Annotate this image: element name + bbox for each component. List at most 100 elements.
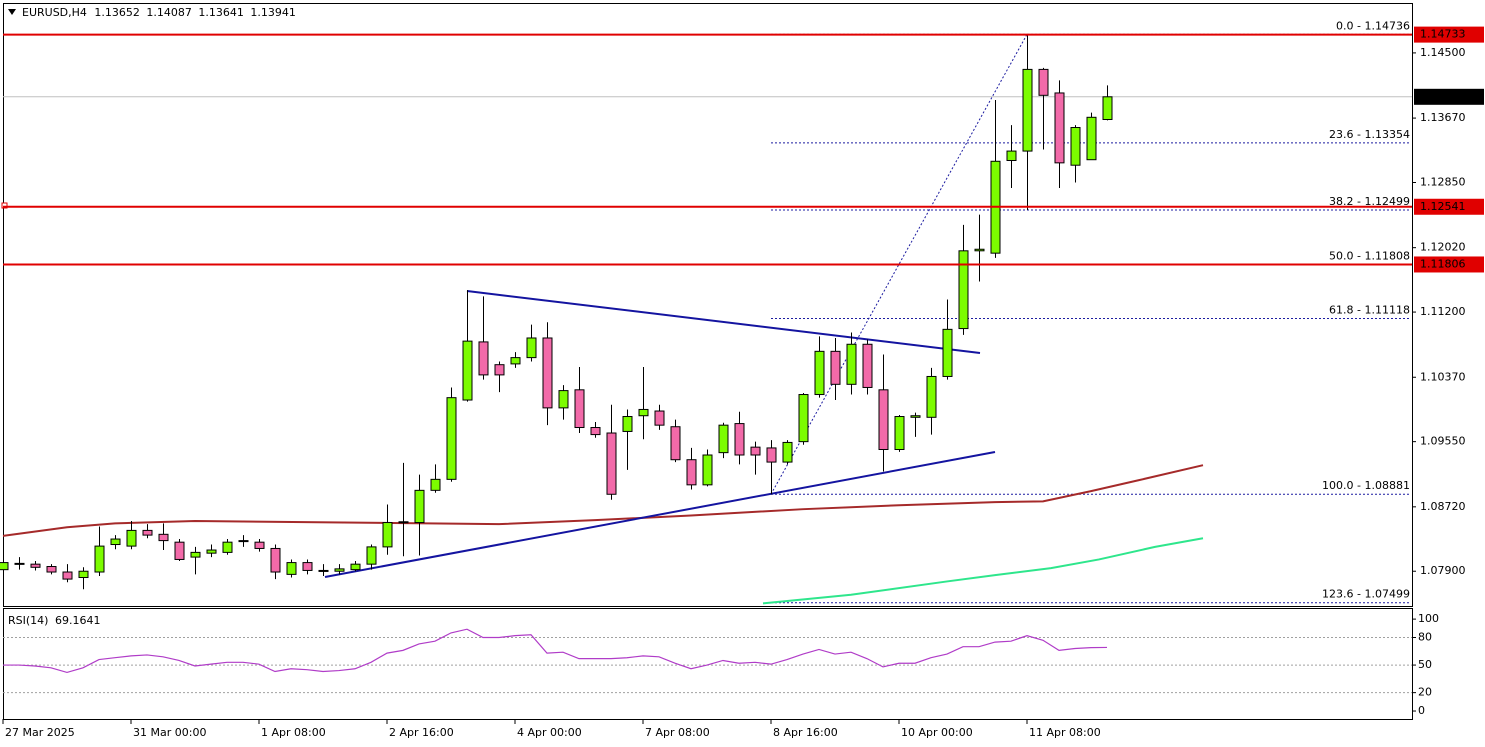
- close-value: 1.13941: [250, 6, 296, 19]
- candle-body: [750, 446, 761, 456]
- trendline-lower: [324, 451, 996, 578]
- candle-body: [174, 541, 185, 560]
- candle-body: [1006, 150, 1017, 161]
- fib-label: 100.0 - 1.08881: [1322, 479, 1410, 492]
- candle-body: [1022, 68, 1033, 152]
- main-pane-border: [3, 3, 1413, 607]
- candle-body: [478, 341, 489, 376]
- rsi-name: RSI(14): [8, 614, 48, 627]
- candle-body: [94, 545, 105, 573]
- candle-body: [558, 390, 569, 409]
- fib-label: 23.6 - 1.13354: [1329, 128, 1410, 141]
- fib-label: 61.8 - 1.11118: [1329, 304, 1410, 317]
- low-value: 1.13641: [198, 6, 244, 19]
- y-tick-label: 1.12020: [1420, 241, 1466, 254]
- candle-body: [158, 533, 169, 542]
- candle-body: [62, 571, 73, 580]
- candle-body: [270, 547, 281, 573]
- y-tick-label: 1.14500: [1420, 46, 1466, 59]
- x-tick-label: 4 Apr 00:00: [517, 726, 582, 739]
- candle-body: [526, 337, 537, 359]
- candle-body: [510, 357, 521, 365]
- line-handle: [1, 202, 8, 209]
- candle-body: [670, 426, 681, 461]
- candle-body: [846, 343, 857, 385]
- rsi-title: RSI(14) 69.1641: [8, 614, 100, 627]
- price-line-label: 1.11806: [1420, 257, 1466, 270]
- candle-body: [734, 423, 745, 456]
- y-tick-label: 1.09550: [1420, 435, 1466, 448]
- rsi-value: 69.1641: [55, 614, 101, 627]
- y-tick-label: 80: [1418, 630, 1432, 643]
- drawing-layer: 0.0 - 1.14736 23.6 - 1.13354 38.2 - 1.1249…: [2, 19, 1412, 605]
- candle-body: [142, 529, 153, 536]
- candle-body: [798, 394, 809, 443]
- price-line-label: 1.12541: [1420, 200, 1466, 213]
- x-tick-label: 31 Mar 00:00: [133, 726, 206, 739]
- candle-body: [574, 389, 585, 429]
- price-line-label: 1.14733: [1420, 28, 1466, 41]
- candle-body: [718, 424, 729, 454]
- candle-body: [606, 432, 617, 495]
- frame: [3, 3, 1413, 720]
- candle-body: [622, 416, 633, 432]
- y-tick-label: 100: [1418, 612, 1439, 625]
- candle-body: [638, 408, 649, 417]
- candle-body: [414, 489, 425, 524]
- candle-body: [654, 410, 665, 426]
- y-tick-label: 50: [1418, 658, 1432, 671]
- candle-body: [286, 562, 297, 575]
- candle-body: [398, 521, 409, 524]
- x-tick-label: 11 Apr 08:00: [1029, 726, 1101, 739]
- candle-body: [590, 427, 601, 436]
- y-tick-label: 20: [1418, 686, 1432, 699]
- current-price-box: [1414, 88, 1484, 105]
- candle-body: [334, 568, 345, 572]
- fib-label: 50.0 - 1.11808: [1329, 249, 1410, 262]
- high-value: 1.14087: [146, 6, 192, 19]
- candle-body: [430, 478, 441, 491]
- candle-body: [190, 551, 201, 558]
- symbol: EURUSD,H4: [22, 6, 87, 19]
- candle-body: [894, 416, 905, 451]
- candle-body: [542, 337, 553, 409]
- candle-body: [1102, 96, 1113, 121]
- candle-body: [350, 563, 361, 571]
- price-line-box: [1414, 198, 1484, 215]
- candle-body: [862, 343, 873, 388]
- candle-body: [494, 364, 505, 376]
- fib-label: 0.0 - 1.14736: [1336, 19, 1410, 32]
- candle-body: [830, 350, 841, 385]
- candle-body: [974, 248, 985, 252]
- candle-body: [686, 459, 697, 486]
- trendline-upper: [466, 290, 981, 354]
- candle-body: [14, 562, 25, 565]
- candle-body: [78, 570, 89, 579]
- y-tick-label: 1.08720: [1420, 500, 1466, 513]
- open-value: 1.13652: [94, 6, 140, 19]
- y-tick-label: 1.07900: [1420, 564, 1466, 577]
- candle-body: [382, 522, 393, 548]
- y-tick-label: 0: [1418, 704, 1425, 717]
- x-tick-label: 1 Apr 08:00: [261, 726, 326, 739]
- y-tick-label: 1.13670: [1420, 111, 1466, 124]
- candle-body: [254, 541, 265, 549]
- candle-body: [46, 566, 57, 573]
- candle-body: [366, 546, 377, 565]
- fib-label: 38.2 - 1.12499: [1329, 195, 1410, 208]
- symbol-menu-arrow[interactable]: [8, 9, 16, 15]
- candle-body: [0, 562, 9, 571]
- candle-body: [702, 454, 713, 486]
- header: EURUSD,H4 1.13652 1.14087 1.13641 1.1394…: [22, 6, 296, 19]
- candle-body: [206, 549, 217, 554]
- y-tick-label: 1.10370: [1420, 370, 1466, 383]
- trendlines: [324, 290, 996, 578]
- current-price-label: 1.13941: [1420, 90, 1466, 103]
- candle-body: [782, 441, 793, 463]
- x-tick-label: 10 Apr 00:00: [901, 726, 973, 739]
- rsi-pane-border: [3, 608, 1413, 720]
- x-tick-label: 8 Apr 16:00: [773, 726, 838, 739]
- candle-body: [446, 397, 457, 480]
